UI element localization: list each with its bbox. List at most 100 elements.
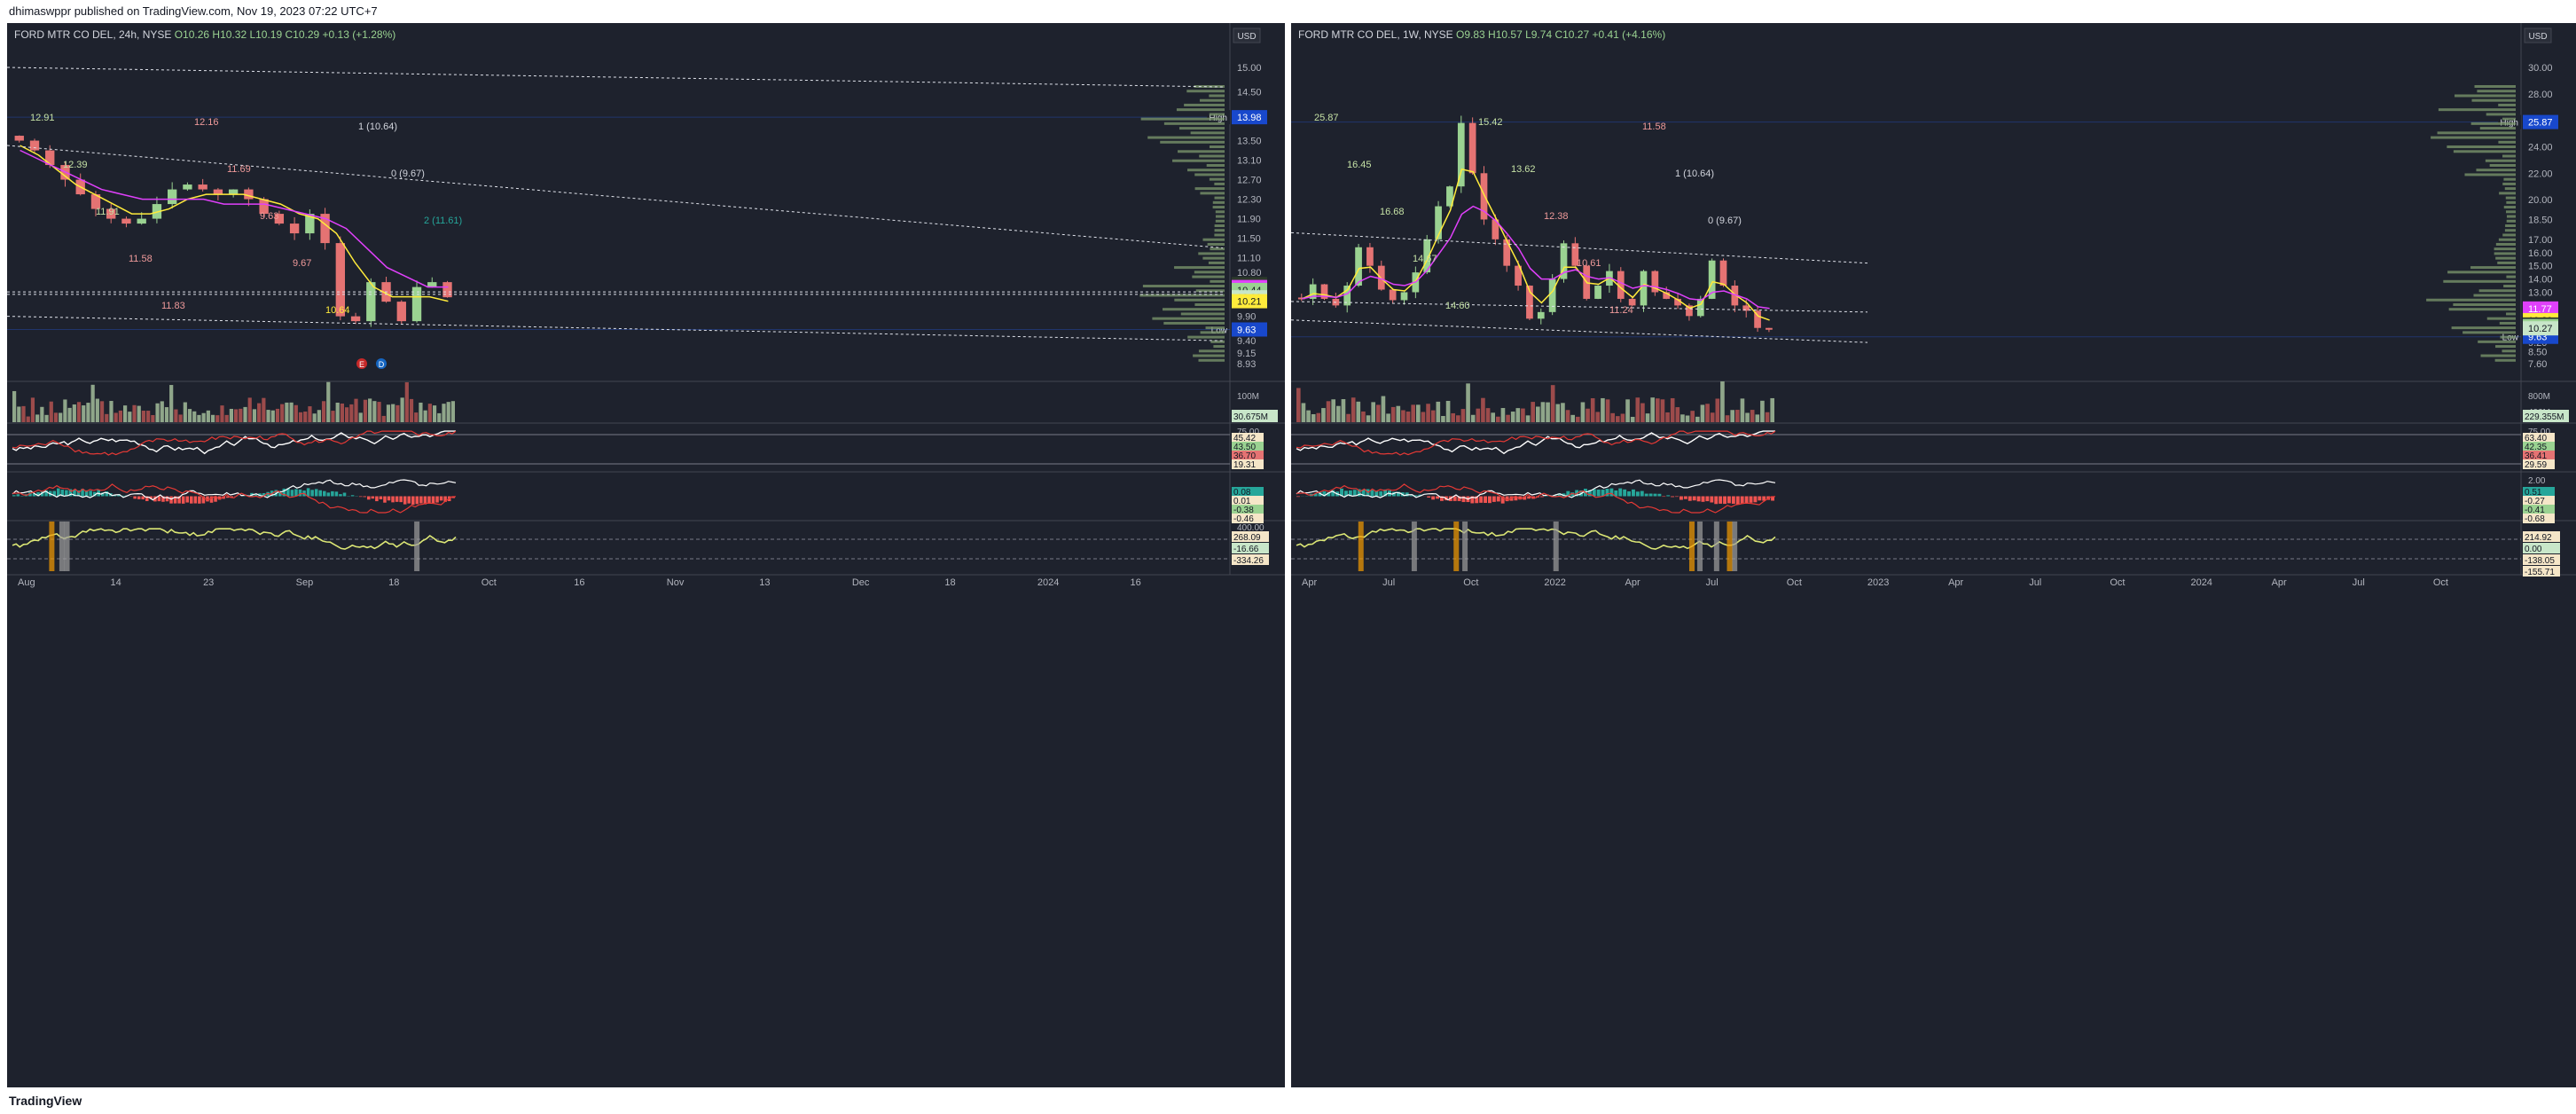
macd-histogram-bar bbox=[1719, 496, 1723, 504]
volume-bar bbox=[414, 412, 419, 422]
macd-histogram-bar bbox=[1701, 496, 1705, 502]
macd-histogram-bar bbox=[1696, 496, 1701, 502]
chart-left-svg[interactable]: USD 15.00 14.50 13.98 13.50 13.10 12.70 12.30 11… bbox=[7, 23, 1285, 1087]
candle-body bbox=[152, 204, 162, 219]
volume-profile-bar bbox=[1178, 150, 1225, 153]
volume-bar bbox=[381, 415, 386, 422]
macd-histogram-bar bbox=[1344, 490, 1348, 497]
candle-body bbox=[1309, 284, 1317, 299]
volume-bar bbox=[1595, 412, 1601, 422]
macd-histogram-bar bbox=[1514, 496, 1518, 501]
macd-histogram-bar bbox=[137, 496, 141, 499]
macd-histogram-bar bbox=[411, 496, 415, 506]
tradingview-logo[interactable]: TradingView bbox=[9, 1094, 82, 1108]
macd-histogram-bar bbox=[1475, 496, 1479, 504]
volume-bar bbox=[164, 407, 169, 422]
volume-bar bbox=[44, 414, 49, 422]
price-annotation: 16.68 bbox=[1380, 207, 1405, 217]
macd-histogram-bar bbox=[282, 488, 286, 497]
rsi-tag-box bbox=[1232, 451, 1264, 460]
volume-profile-bar bbox=[2498, 238, 2516, 241]
macd-signal-line bbox=[12, 483, 457, 514]
volume-bar bbox=[118, 410, 122, 422]
cci-tag-value: 214.92 bbox=[2525, 533, 2552, 543]
chart-panel-right[interactable]: USD 30.00 28.00 25.87 24.00 22.00 20.00 18.50 17… bbox=[1291, 23, 2576, 1087]
volume-bar bbox=[257, 403, 262, 422]
volume-bar bbox=[67, 407, 72, 422]
price-annotation: 12.39 bbox=[63, 160, 88, 170]
volume-profile-bar bbox=[1140, 117, 1225, 121]
candle-body bbox=[1594, 286, 1601, 299]
volume-bar bbox=[1441, 415, 1445, 422]
macd-histogram-bar bbox=[1383, 489, 1388, 497]
cci-highlight-bar bbox=[49, 522, 55, 571]
volume-bar bbox=[354, 398, 358, 422]
macd-histogram-bar bbox=[1632, 489, 1635, 497]
macd-histogram-bar bbox=[214, 496, 217, 502]
price-annotation: 11.83 bbox=[161, 301, 185, 311]
time-axis-year-label: 2024 bbox=[1037, 577, 1059, 588]
volume-bar bbox=[275, 408, 280, 422]
volume-profile-bar bbox=[1205, 326, 1225, 330]
volume-bar bbox=[335, 402, 340, 422]
volume-profile-bar bbox=[1174, 298, 1225, 302]
candle-body bbox=[1480, 173, 1488, 220]
time-axis-label: Oct bbox=[482, 577, 497, 588]
volume-profile-bar bbox=[1200, 331, 1225, 334]
volume-tag-value: 30.675M bbox=[1233, 412, 1268, 422]
volume-bar bbox=[1481, 397, 1485, 422]
macd-histogram-bar bbox=[1461, 496, 1466, 503]
price-tick-label: 16.00 bbox=[2528, 248, 2553, 259]
volume-bar bbox=[331, 411, 335, 422]
price-annotation: 15.42 bbox=[1478, 117, 1503, 128]
volume-profile-bar bbox=[1208, 261, 1225, 264]
volume-profile-bar bbox=[1210, 279, 1225, 283]
volume-bar bbox=[114, 412, 118, 422]
volume-profile-bar bbox=[2470, 266, 2516, 270]
volume-profile-bar bbox=[1174, 266, 1225, 270]
macd-tag-box bbox=[2523, 505, 2555, 514]
candle-body bbox=[1343, 286, 1351, 306]
volume-profile-bar bbox=[2503, 285, 2516, 288]
macd-histogram-bar bbox=[1436, 496, 1439, 499]
macd-tag-value: -0.46 bbox=[1233, 514, 1254, 524]
macd-histogram-bar bbox=[217, 496, 222, 500]
volume-bar bbox=[1346, 413, 1351, 422]
volume-bar bbox=[1356, 401, 1361, 422]
volume-profile-bar bbox=[2486, 317, 2516, 320]
volume-bar bbox=[53, 412, 59, 422]
chart-right-svg[interactable]: USD 30.00 28.00 25.87 24.00 22.00 20.00 18.50 17… bbox=[1291, 23, 2576, 1087]
macd-histogram-bar bbox=[1361, 490, 1366, 497]
chart-panel-left[interactable]: USD 15.00 14.50 13.98 13.50 13.10 12.70 12.30 11… bbox=[7, 23, 1285, 1087]
macd-histogram-bar bbox=[1557, 493, 1562, 497]
cci-highlight-bar bbox=[59, 522, 65, 571]
price-annotation: 12.16 bbox=[194, 117, 219, 128]
macd-histogram-bar bbox=[423, 496, 427, 505]
macd-histogram-bar bbox=[1762, 496, 1766, 501]
macd-histogram-bar bbox=[117, 494, 121, 497]
volume-profile-bar bbox=[1209, 94, 1225, 98]
volume-profile-bar bbox=[1214, 224, 1225, 227]
price-tick-label: 14.50 bbox=[1237, 88, 1262, 98]
time-axis-label: Oct bbox=[1787, 577, 1802, 588]
cci-line bbox=[1296, 528, 1776, 550]
volume-profile-bar bbox=[1202, 238, 1225, 241]
candle-body bbox=[1754, 310, 1761, 328]
cci-tag-value: -155.71 bbox=[2525, 568, 2555, 577]
volume-bar bbox=[1735, 410, 1740, 422]
macd-histogram-bar bbox=[318, 490, 322, 497]
volume-profile-bar bbox=[2437, 131, 2516, 135]
series-line-ema_fast bbox=[1302, 168, 1770, 321]
candle-body bbox=[1731, 286, 1739, 306]
series-line-ema_fast bbox=[20, 145, 449, 302]
trend-channel-line bbox=[1291, 319, 1868, 343]
volume-bar bbox=[1710, 412, 1715, 422]
price-tick-label: 11.90 bbox=[1237, 215, 1261, 225]
time-axis-label: Jul bbox=[2353, 577, 2365, 588]
volume-bar bbox=[1745, 412, 1750, 422]
volume-bar bbox=[105, 413, 109, 422]
candle-body bbox=[366, 282, 376, 322]
macd-tag-value: -0.38 bbox=[1233, 506, 1254, 515]
volume-bar bbox=[1650, 397, 1655, 422]
volume-bar bbox=[183, 402, 187, 422]
